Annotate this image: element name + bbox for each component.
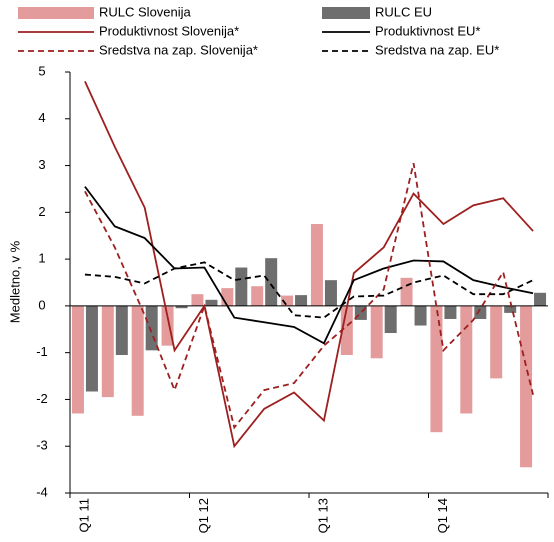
y-tick-label: -3 bbox=[36, 438, 48, 453]
bar bbox=[251, 286, 264, 306]
y-tick-label: 1 bbox=[38, 251, 45, 266]
legend-label: Produktivnost Slovenija* bbox=[99, 23, 239, 38]
bar bbox=[205, 299, 218, 306]
x-tick-label: Q1 13 bbox=[315, 498, 330, 533]
y-axis-label: Medletno, v % bbox=[7, 240, 22, 323]
bar bbox=[295, 295, 308, 306]
bar bbox=[400, 277, 413, 306]
line bbox=[84, 80, 534, 449]
y-tick-label: 3 bbox=[38, 157, 45, 172]
bar bbox=[490, 305, 503, 379]
bar bbox=[414, 305, 427, 326]
bar bbox=[85, 305, 98, 392]
bar bbox=[460, 305, 473, 414]
bar bbox=[101, 305, 114, 398]
y-tick-label: -4 bbox=[36, 484, 48, 499]
bar bbox=[191, 294, 204, 306]
bar bbox=[175, 305, 188, 309]
legend-label: RULC Slovenija bbox=[99, 4, 192, 19]
legend-label: RULC EU bbox=[375, 4, 432, 19]
bar bbox=[324, 280, 337, 306]
y-tick-label: 5 bbox=[38, 63, 45, 78]
line bbox=[84, 261, 534, 319]
x-tick-label: Q1 12 bbox=[196, 498, 211, 533]
bar bbox=[520, 305, 533, 468]
bar bbox=[430, 305, 443, 433]
y-tick-label: 0 bbox=[38, 297, 45, 312]
bar bbox=[474, 305, 487, 319]
legend-label: Produktivnost EU* bbox=[375, 23, 481, 38]
bar bbox=[444, 305, 457, 319]
bar bbox=[71, 305, 84, 414]
bar bbox=[235, 267, 248, 306]
y-tick-label: 4 bbox=[38, 110, 45, 125]
line bbox=[84, 186, 534, 345]
bar bbox=[310, 224, 323, 306]
bar bbox=[221, 288, 234, 306]
bar bbox=[370, 305, 383, 359]
y-tick-label: -2 bbox=[36, 391, 48, 406]
y-tick-label: 2 bbox=[38, 204, 45, 219]
y-tick-label: -1 bbox=[36, 344, 48, 359]
bar bbox=[131, 305, 144, 416]
line bbox=[84, 163, 534, 430]
bar bbox=[534, 292, 547, 306]
bar bbox=[504, 305, 517, 313]
bar bbox=[161, 305, 174, 346]
legend-label: Sredstva na zap. Slovenija* bbox=[99, 42, 258, 57]
x-tick-label: Q1 11 bbox=[76, 498, 91, 532]
bar bbox=[145, 305, 158, 351]
bar bbox=[384, 305, 397, 334]
legend-swatch bbox=[322, 7, 370, 19]
bar bbox=[281, 295, 294, 306]
x-tick-label: Q1 14 bbox=[435, 498, 450, 533]
legend-label: Sredstva na zap. EU* bbox=[375, 42, 499, 57]
bar bbox=[265, 258, 278, 306]
legend-swatch bbox=[18, 7, 94, 19]
bar bbox=[115, 305, 128, 356]
